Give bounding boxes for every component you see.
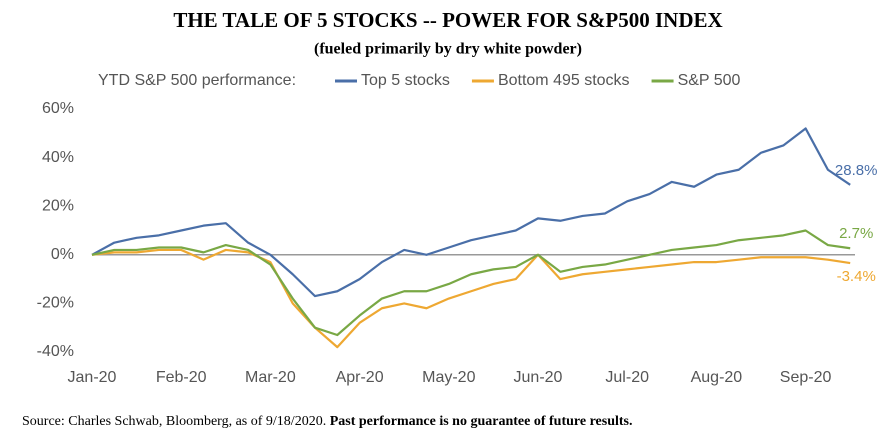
x-tick-label: Jun-20	[514, 369, 563, 386]
legend-label: Bottom 495 stocks	[498, 72, 630, 89]
series-line	[91, 248, 851, 349]
value-label: -3.4%	[837, 268, 876, 285]
source: Source: Charles Schwab, Bloomberg, as of…	[22, 414, 632, 429]
x-tick-label: Mar-20	[245, 369, 296, 386]
source-text: Source: Charles Schwab, Bloomberg, as of…	[22, 414, 326, 429]
x-tick-label: Apr-20	[336, 369, 384, 386]
y-tick-label: 60%	[42, 100, 74, 117]
y-tick-label: 0%	[51, 246, 74, 263]
legend-title: YTD S&P 500 performance:	[98, 72, 296, 89]
y-tick-label: 40%	[42, 149, 74, 166]
x-tick-label: Aug-20	[691, 369, 743, 386]
legend-label: S&P 500	[678, 72, 741, 89]
legend-label: Top 5 stocks	[361, 72, 450, 89]
chart-subtitle: (fueled primarily by dry white powder)	[314, 41, 582, 58]
series-line	[91, 127, 851, 298]
value-label: 28.8%	[835, 162, 878, 179]
y-tick-label: -20%	[37, 295, 74, 312]
x-tick-label: Feb-20	[156, 369, 207, 386]
series-line	[91, 229, 851, 337]
x-tick-label: May-20	[422, 369, 475, 386]
x-tick-label: Sep-20	[780, 369, 832, 386]
y-tick-label: 20%	[42, 197, 74, 214]
source-note: Past performance is no guarantee of futu…	[330, 414, 633, 429]
x-tick-label: Jul-20	[605, 369, 649, 386]
chart-title: THE TALE OF 5 STOCKS -- POWER FOR S&P500…	[173, 8, 722, 32]
y-tick-label: -40%	[37, 343, 74, 360]
x-tick-label: Jan-20	[68, 369, 117, 386]
value-label: 2.7%	[839, 225, 873, 242]
